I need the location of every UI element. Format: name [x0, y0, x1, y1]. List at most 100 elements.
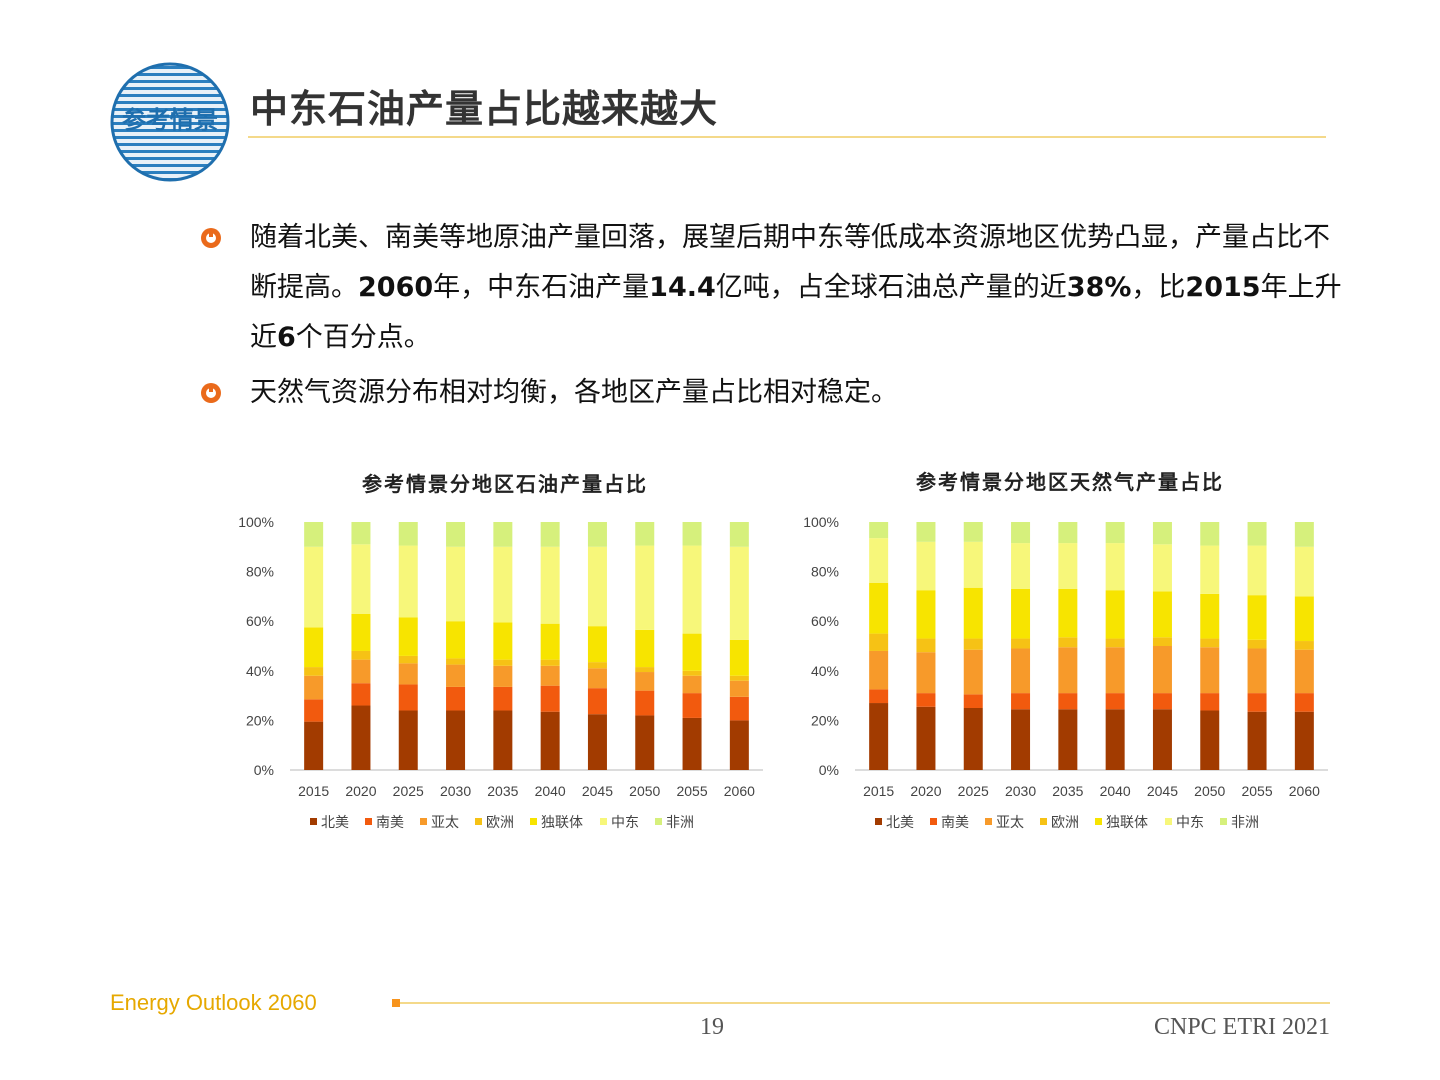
bar-segment-非洲 — [1200, 522, 1220, 546]
bar-segment-南美 — [1011, 693, 1031, 710]
bar-segment-欧洲 — [493, 659, 513, 666]
legend-label: 南美 — [376, 815, 404, 831]
x-tick-label: 2030 — [440, 783, 471, 799]
legend-swatch — [655, 818, 662, 825]
bar-segment-北美 — [963, 708, 983, 770]
y-tick-label: 80% — [246, 564, 274, 580]
bar-segment-非洲 — [398, 522, 418, 546]
legend-swatch — [1040, 818, 1047, 825]
bar-segment-亚太 — [398, 663, 418, 685]
x-tick-label: 2020 — [910, 783, 941, 799]
bar-segment-独联体 — [1105, 590, 1125, 639]
bar-segment-亚太 — [635, 672, 655, 691]
legend-swatch — [875, 818, 882, 825]
globe-stripe — [112, 136, 228, 139]
legend-label: 欧洲 — [486, 815, 514, 831]
bar-segment-非洲 — [351, 522, 371, 545]
bar-segment-非洲 — [682, 522, 702, 546]
bar-segment-独联体 — [587, 626, 607, 663]
bar-segment-南美 — [446, 686, 466, 711]
bullet-icon — [201, 383, 221, 403]
bar-segment-非洲 — [1011, 522, 1031, 544]
x-tick-label: 2040 — [1100, 783, 1131, 799]
bar-segment-南美 — [635, 690, 655, 716]
bar-segment-独联体 — [493, 622, 513, 660]
bar-segment-非洲 — [304, 522, 324, 547]
title-divider — [248, 136, 1326, 138]
bar-segment-独联体 — [1247, 595, 1267, 640]
chart-title: 参考情景分地区天然气产量占比 — [916, 470, 1224, 494]
bar-segment-亚太 — [446, 664, 466, 687]
bar-segment-亚太 — [1294, 649, 1314, 694]
bar-segment-非洲 — [869, 522, 889, 539]
legend-swatch — [985, 818, 992, 825]
bullet-emphasis: 2015 — [1185, 272, 1261, 303]
bullet-text: 天然气资源分布相对均衡，各地区产量占比相对稳定。 — [250, 368, 1350, 418]
bar-segment-非洲 — [1247, 522, 1267, 546]
bullet-item: 天然气资源分布相对均衡，各地区产量占比相对稳定。 — [200, 368, 1350, 418]
globe-stripe — [112, 157, 228, 160]
globe-stripe — [112, 122, 228, 125]
bar-segment-南美 — [1247, 693, 1267, 712]
bar-segment-南美 — [1105, 693, 1125, 710]
bullet-text: 随着北美、南美等地原油产量回落，展望后期中东等低成本资源地区优势凸显，产量占比不… — [250, 213, 1350, 363]
bar-segment-非洲 — [1294, 522, 1314, 547]
legend-label: 中东 — [1176, 815, 1204, 831]
bar-segment-欧洲 — [1011, 638, 1031, 649]
globe-stripe — [112, 143, 228, 146]
x-tick-label: 2035 — [487, 783, 518, 799]
bar-segment-北美 — [682, 717, 702, 770]
y-tick-label: 20% — [811, 712, 839, 728]
bar-segment-独联体 — [729, 639, 749, 676]
bar-segment-独联体 — [1058, 588, 1078, 638]
bar-segment-北美 — [398, 710, 418, 770]
bar-segment-亚太 — [1058, 647, 1078, 694]
footer-divider — [400, 1002, 1330, 1004]
bar-segment-南美 — [351, 683, 371, 706]
bar-segment-独联体 — [446, 621, 466, 659]
bullet-item: 随着北美、南美等地原油产量回落，展望后期中东等低成本资源地区优势凸显，产量占比不… — [200, 213, 1350, 363]
y-tick-label: 60% — [246, 613, 274, 629]
bar-segment-中东 — [1200, 545, 1220, 594]
bar-segment-南美 — [963, 694, 983, 708]
bar-segment-独联体 — [1152, 591, 1172, 638]
bar-segment-中东 — [493, 546, 513, 623]
bullet-fragment: 随着北美、南美等地原油产量回落，展望后期中东等低成本资源地区优势凸显，产量占比不… — [250, 222, 1330, 303]
legend-swatch — [930, 818, 937, 825]
bar-segment-非洲 — [1058, 522, 1078, 544]
legend-label: 北美 — [321, 815, 349, 831]
bullet-fragment: 年上升近 — [250, 272, 1342, 353]
bar-segment-中东 — [1105, 543, 1125, 591]
legend-swatch — [530, 818, 537, 825]
globe-stripe — [112, 129, 228, 132]
globe-stripe — [112, 94, 228, 97]
bar-segment-北美 — [729, 720, 749, 770]
bar-segment-欧洲 — [1294, 641, 1314, 650]
legend-swatch — [310, 818, 317, 825]
bar-segment-欧洲 — [963, 638, 983, 650]
x-tick-label: 2025 — [958, 783, 989, 799]
bullet-emphasis: 14.4 — [649, 272, 716, 303]
bar-segment-独联体 — [398, 617, 418, 656]
bar-segment-非洲 — [493, 522, 513, 547]
legend-swatch — [420, 818, 427, 825]
y-tick-label: 40% — [246, 663, 274, 679]
bar-segment-北美 — [1058, 709, 1078, 770]
bar-segment-亚太 — [1011, 648, 1031, 694]
bar-segment-非洲 — [1105, 522, 1125, 544]
bar-segment-中东 — [729, 546, 749, 640]
bar-segment-南美 — [1294, 693, 1314, 712]
y-tick-label: 20% — [246, 712, 274, 728]
legend-label: 独联体 — [1106, 815, 1148, 831]
bar-segment-欧洲 — [635, 667, 655, 673]
bar-segment-北美 — [869, 703, 889, 770]
globe-stripe — [112, 87, 228, 90]
bar-segment-欧洲 — [1058, 637, 1078, 648]
logo: 参考情景 — [108, 60, 232, 184]
bar-segment-中东 — [916, 541, 936, 591]
bar-segment-独联体 — [1294, 596, 1314, 642]
x-tick-label: 2050 — [1194, 783, 1225, 799]
bar-segment-欧洲 — [398, 655, 418, 664]
globe-stripe — [112, 115, 228, 118]
bar-segment-欧洲 — [540, 659, 560, 666]
